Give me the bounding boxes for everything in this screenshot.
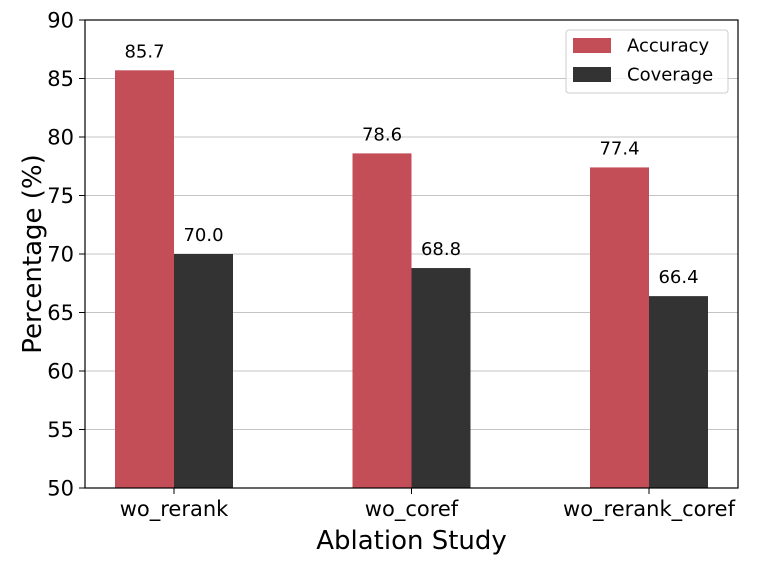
bar-accuracy-wo_rerank xyxy=(115,70,174,488)
y-tick-label: 70 xyxy=(47,243,74,267)
y-tick-label: 75 xyxy=(47,184,74,208)
data-label: 66.4 xyxy=(658,267,698,288)
y-tick-label: 90 xyxy=(47,9,74,33)
bar-coverage-wo_rerank_coref xyxy=(649,296,708,488)
y-axis-ticks: 50 55 60 65 70 75 80 85 90 xyxy=(47,9,85,501)
data-label: 70.0 xyxy=(183,225,223,246)
x-axis-ticks: wo_rerank wo_coref wo_rerank_coref xyxy=(120,488,736,522)
legend-items: Accuracy Coverage xyxy=(573,36,713,86)
y-tick-label: 65 xyxy=(47,301,74,325)
data-labels: 85.7 78.6 77.4 70.0 68.8 66.4 xyxy=(124,41,698,288)
y-tick-label: 60 xyxy=(47,360,74,384)
bar-coverage-wo_rerank xyxy=(174,254,233,488)
y-axis-title: Percentage (%) xyxy=(18,154,48,354)
y-tick-label: 85 xyxy=(47,67,74,91)
bar-accuracy-wo_coref xyxy=(352,153,412,488)
bar-accuracy-wo_rerank_coref xyxy=(590,167,649,489)
data-label: 68.8 xyxy=(421,239,461,260)
x-axis-title: Ablation Study xyxy=(316,526,507,556)
data-label: 78.6 xyxy=(362,124,402,145)
y-tick-label: 55 xyxy=(47,418,74,442)
bar-coverage-wo_coref xyxy=(411,268,471,488)
legend-label-coverage: Coverage xyxy=(627,65,713,86)
data-label: 85.7 xyxy=(124,41,164,62)
y-tick-label: 50 xyxy=(47,477,74,501)
bars xyxy=(115,70,708,489)
x-tick-label: wo_rerank xyxy=(120,497,229,522)
legend-swatch-coverage xyxy=(573,67,611,82)
x-tick-label: wo_coref xyxy=(365,497,459,522)
x-tick-label: wo_rerank_coref xyxy=(563,497,736,522)
legend-label-accuracy: Accuracy xyxy=(627,36,710,57)
data-label: 77.4 xyxy=(599,138,639,159)
legend-swatch-accuracy xyxy=(573,38,611,53)
y-tick-label: 80 xyxy=(47,126,74,150)
legend: Accuracy Coverage xyxy=(565,29,729,94)
